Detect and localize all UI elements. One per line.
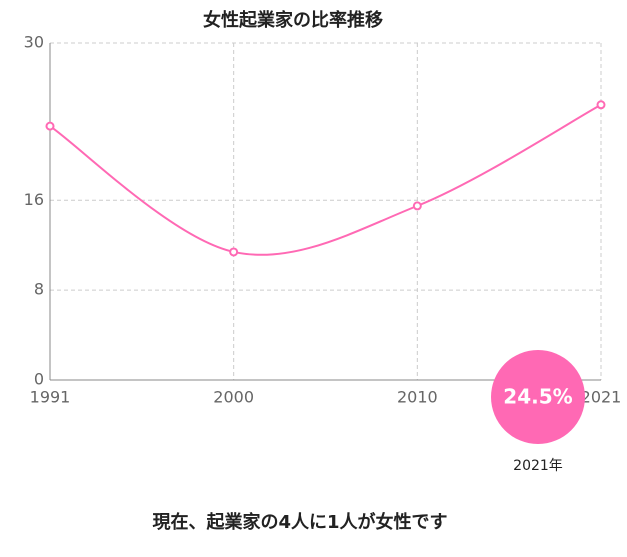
y-tick-label: 0 xyxy=(34,370,44,389)
x-tick-label: 2010 xyxy=(397,388,438,407)
chart-title: 女性起業家の比率推移 xyxy=(203,9,383,31)
point xyxy=(229,247,239,257)
highlight-badge xyxy=(491,350,585,444)
highlight-caption: 2021年 xyxy=(513,458,563,474)
x-tick-label: 2000 xyxy=(213,388,254,407)
y-tick-label: 16 xyxy=(24,190,44,209)
highlight-value: 24.5% xyxy=(503,385,572,409)
y-tick-label: 8 xyxy=(34,280,44,299)
point xyxy=(45,121,55,131)
x-tick-label: 1991 xyxy=(30,388,71,407)
note: 現在、起業家の4人に1人が女性です xyxy=(152,511,447,533)
point xyxy=(596,100,606,110)
line xyxy=(49,103,602,256)
y-tick-label: 30 xyxy=(24,33,44,52)
point xyxy=(412,201,422,211)
x-tick-label: 2021 xyxy=(581,388,622,407)
